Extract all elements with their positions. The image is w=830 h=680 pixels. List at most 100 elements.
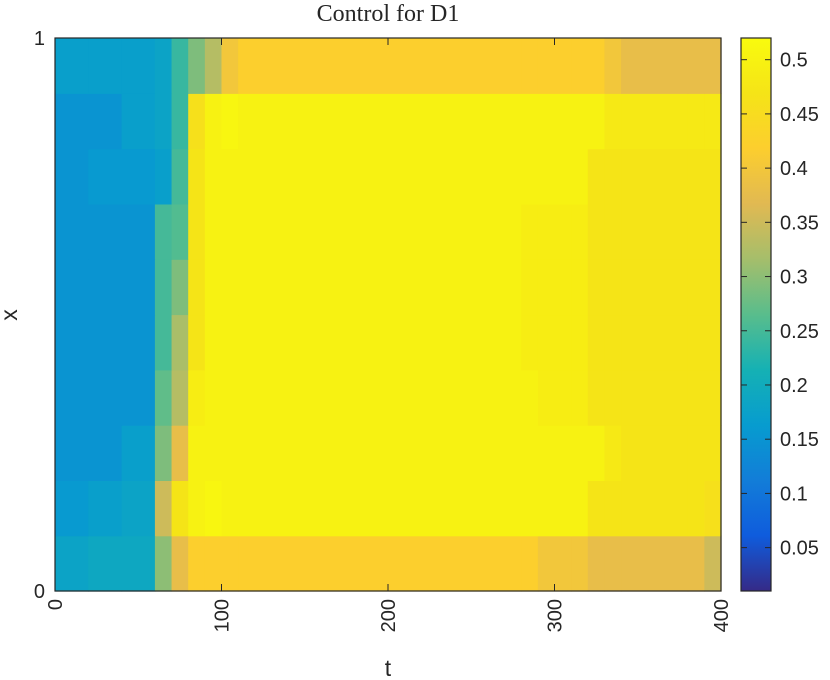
heatmap-cell [587, 480, 606, 537]
heatmap-cell [88, 369, 123, 426]
colorbar-tick-label: 0.15 [780, 429, 819, 451]
heatmap-cell [188, 369, 206, 426]
x-tick-label: 300 [545, 599, 567, 632]
heatmap-cell [171, 369, 189, 426]
heatmap-cell [554, 480, 572, 537]
y-axis-ticks: 01 [34, 28, 721, 603]
heatmap-cell [55, 535, 89, 592]
heatmap-cell [704, 93, 722, 150]
heatmap-cell [687, 259, 705, 316]
heatmap-cell [238, 480, 522, 537]
heatmap-cell [704, 314, 722, 371]
heatmap-cell [55, 369, 89, 426]
heatmap-cell [171, 259, 189, 316]
heatmap-cell [88, 535, 123, 592]
heatmap-cell [687, 203, 705, 260]
heatmap-cell [621, 38, 689, 94]
heatmap-cell [55, 425, 89, 481]
heatmap-cell [221, 535, 239, 592]
heatmap-cell [55, 259, 89, 316]
heatmap-cell [604, 259, 622, 316]
heatmap-cell [571, 148, 589, 205]
heatmap-cell [204, 259, 223, 316]
heatmap-cell [204, 314, 223, 371]
x-axis-label: t [385, 655, 392, 680]
heatmap-cell [537, 148, 556, 205]
heatmap-cell [121, 480, 156, 537]
colorbar-tick-label: 0.5 [780, 50, 808, 72]
heatmap-cell [188, 425, 206, 481]
heatmap-cell [621, 425, 689, 481]
y-tick-label: 1 [34, 28, 45, 50]
heatmap-cell [604, 425, 622, 481]
heatmap-cell [204, 38, 223, 94]
heatmap-cell [537, 203, 556, 260]
heatmap-cell [537, 535, 556, 592]
heatmap-cell [221, 148, 239, 205]
heatmap-cell [687, 425, 705, 481]
heatmap-cell [121, 93, 156, 150]
heatmap-cell [554, 425, 572, 481]
heatmap-cell [604, 314, 622, 371]
heatmap-cell [121, 148, 156, 205]
heatmap-cell [154, 148, 173, 205]
heatmap-cell [204, 203, 223, 260]
heatmap-cell [521, 314, 539, 371]
heatmap-cell [55, 148, 89, 205]
heatmap-cell [238, 203, 522, 260]
heatmap-cell [154, 480, 173, 537]
heatmap-cell [188, 38, 206, 94]
heatmap-cell [621, 535, 689, 592]
heatmap-cell [88, 259, 123, 316]
heatmap-cell [238, 93, 522, 150]
heatmap-cell [521, 425, 539, 481]
heatmap-cell [537, 480, 556, 537]
heatmap-cells [55, 38, 722, 592]
x-tick-label: 400 [711, 599, 733, 632]
heatmap-cell [687, 38, 705, 94]
colorbar-tick-label: 0.45 [780, 104, 819, 126]
heatmap-cell [88, 38, 123, 94]
heatmap-cell [554, 535, 572, 592]
heatmap-cell [171, 535, 189, 592]
heatmap-cell [621, 314, 689, 371]
heatmap-cell [554, 369, 572, 426]
heatmap-cell [221, 38, 239, 94]
heatmap-cell [188, 148, 206, 205]
chart-title: Control for D1 [317, 1, 460, 27]
heatmap-cell [571, 535, 589, 592]
heatmap-cell [121, 203, 156, 260]
colorbar: 0.05 0.1 0.15 0.2 0.25 0.3 0.35 0.4 0.45 0.5 [740, 37, 819, 592]
heatmap-cell [55, 38, 89, 94]
heatmap-cell [687, 480, 705, 537]
heatmap-cell [154, 38, 173, 94]
heatmap-cell [171, 38, 189, 94]
heatmap-cell [621, 480, 689, 537]
colorbar-tick-label: 0.2 [780, 375, 808, 397]
heatmap-cell [704, 148, 722, 205]
heatmap-cell [154, 425, 173, 481]
heatmap-cell [537, 259, 556, 316]
heatmap-cell [521, 148, 539, 205]
heatmap-cell [604, 203, 622, 260]
heatmap-cell [587, 93, 606, 150]
heatmap-cell [521, 38, 539, 94]
heatmap-cell [571, 314, 589, 371]
heatmap-cell [238, 259, 522, 316]
heatmap-cell [204, 369, 223, 426]
heatmap-cell [204, 535, 223, 592]
heatmap-cell [554, 148, 572, 205]
heatmap-cell [521, 535, 539, 592]
heatmap-cell [704, 480, 722, 537]
heatmap-cell [604, 480, 622, 537]
heatmap-cell [687, 148, 705, 205]
heatmap-cell [171, 203, 189, 260]
colorbar-tick-label: 0.4 [780, 158, 808, 180]
heatmap-cell [171, 314, 189, 371]
heatmap-cell [571, 38, 589, 94]
heatmap-cell [188, 93, 206, 150]
colorbar-tick-label: 0.25 [780, 321, 819, 343]
heatmap-cell [154, 369, 173, 426]
heatmap-cell [571, 369, 589, 426]
